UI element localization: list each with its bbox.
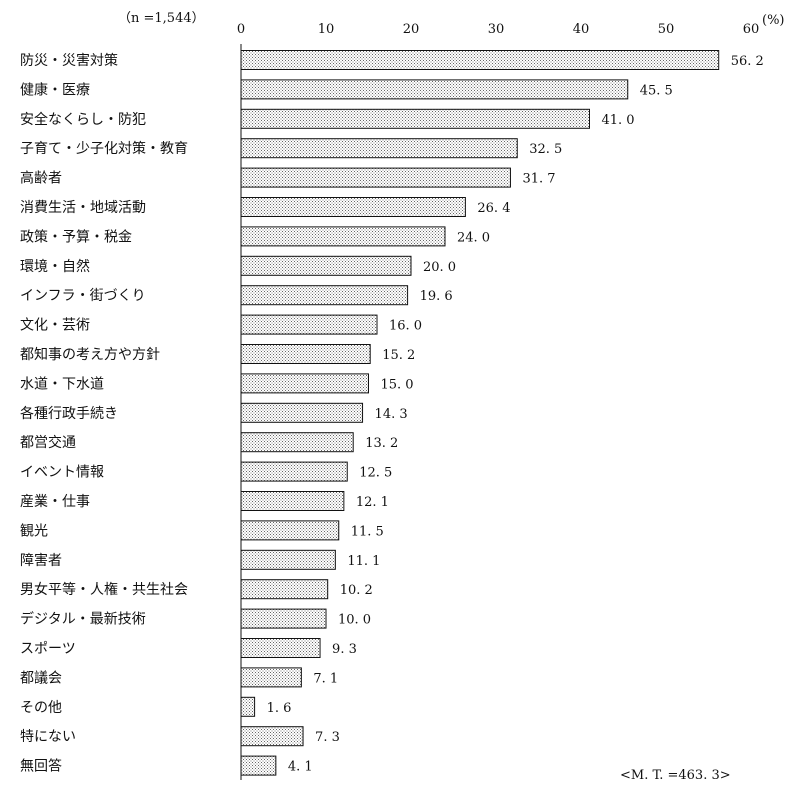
value-label: 1. 6 (267, 701, 292, 716)
category-label: 障害者 (20, 553, 62, 569)
category-label: 無回答 (20, 758, 62, 775)
bar (240, 79, 629, 100)
value-label: 10. 0 (338, 613, 371, 628)
bar (240, 50, 720, 70)
category-label: その他 (20, 700, 62, 716)
x-axis-ticks: 0 10 20 30 40 50 60 (237, 22, 759, 37)
bar (240, 491, 345, 511)
bar (240, 461, 348, 482)
bar (240, 138, 518, 159)
bar (240, 108, 590, 129)
bar (240, 373, 369, 394)
bar (240, 226, 446, 247)
category-label: 都知事の考え方や方針 (20, 346, 160, 363)
bar (240, 314, 378, 335)
bars (240, 50, 720, 776)
x-tick-label: 0 (237, 22, 245, 37)
category-label: スポーツ (20, 641, 76, 657)
value-label: 56. 2 (731, 54, 764, 69)
category-label: デジタル・最新技術 (20, 611, 146, 628)
value-label: 24. 0 (457, 230, 490, 245)
bar (240, 755, 277, 776)
category-label: 産業・仕事 (20, 494, 90, 510)
category-label: 政策・予算・税金 (20, 228, 132, 245)
bar (240, 285, 409, 306)
value-label: 20. 0 (423, 260, 456, 275)
category-label: 子育て・少子化対策・教育 (20, 140, 188, 157)
bar (240, 726, 304, 747)
value-label: 7. 3 (315, 730, 340, 745)
value-label: 11. 1 (347, 554, 380, 569)
value-label: 10. 2 (340, 583, 373, 598)
category-label: 消費生活・地域活動 (20, 200, 146, 216)
bar (240, 255, 412, 276)
sample-size-note: （n =1,544） (118, 11, 205, 26)
bar (240, 197, 466, 217)
value-label: 31. 7 (522, 172, 555, 187)
value-label: 12. 5 (359, 466, 392, 481)
value-label: 14. 3 (375, 407, 408, 422)
value-labels: 56. 2 45. 5 41. 0 32. 5 31. 7 26. 4 24. 020. 0… (267, 54, 764, 775)
category-label: 文化・芸術 (20, 318, 90, 334)
value-label: 15. 0 (381, 377, 414, 392)
unit-label: (%) (762, 13, 785, 28)
value-label: 7. 1 (313, 671, 338, 686)
category-label: 水道・下水道 (20, 376, 104, 392)
category-label: 都営交通 (20, 434, 76, 451)
multiple-total-note: <M. T. =463. 3> (620, 768, 731, 783)
category-labels: 防災・災害対策健康・医療安全なくらし・防犯子育て・少子化対策・教育高齢者消費生活… (20, 52, 188, 775)
category-label: 安全なくらし・防犯 (20, 111, 146, 128)
x-tick-label: 20 (403, 22, 420, 37)
bar (240, 579, 329, 600)
bar (240, 667, 302, 688)
value-label: 41. 0 (602, 113, 635, 128)
bar (240, 402, 364, 423)
bar (240, 608, 327, 629)
bar (240, 344, 371, 364)
category-label: 観光 (20, 522, 48, 539)
category-label: 都議会 (20, 669, 62, 686)
value-label: 19. 6 (420, 289, 453, 304)
x-tick-label: 60 (743, 22, 760, 37)
value-label: 15. 2 (382, 348, 415, 363)
category-label: 防災・災害対策 (20, 52, 118, 69)
bar (240, 432, 354, 453)
x-tick-label: 10 (318, 22, 335, 37)
value-label: 16. 0 (389, 319, 422, 334)
value-label: 13. 2 (365, 436, 398, 451)
value-label: 4. 1 (288, 760, 313, 775)
bar (240, 549, 336, 570)
bar (240, 638, 321, 658)
value-label: 12. 1 (356, 495, 389, 510)
category-label: インフラ・街づくり (20, 288, 146, 304)
bar (240, 167, 511, 188)
category-label: 健康・医療 (20, 81, 90, 98)
category-label: 男女平等・人権・共生社会 (20, 581, 188, 598)
value-label: 9. 3 (332, 642, 357, 657)
category-label: 環境・自然 (20, 258, 90, 275)
bar (240, 520, 340, 541)
x-tick-label: 30 (488, 22, 505, 37)
value-label: 32. 5 (529, 142, 562, 157)
category-label: 特にない (20, 729, 76, 745)
bar (240, 696, 256, 717)
x-tick-label: 50 (658, 22, 675, 37)
value-label: 26. 4 (477, 201, 510, 216)
category-label: 高齢者 (20, 170, 62, 187)
value-label: 45. 5 (640, 83, 673, 98)
x-tick-label: 40 (573, 22, 590, 37)
category-label: イベント情報 (20, 465, 104, 481)
value-label: 11. 5 (351, 524, 384, 539)
category-label: 各種行政手続き (20, 405, 118, 422)
